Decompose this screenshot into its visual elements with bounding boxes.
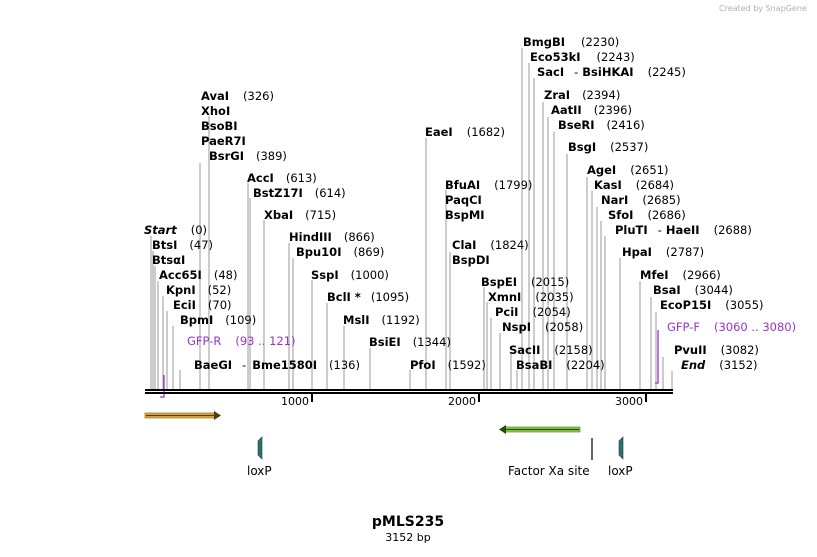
site-label: SacII (2158) xyxy=(509,343,593,357)
site-label: BsgI (2537) xyxy=(568,140,648,154)
loxp-feature: loxP xyxy=(247,436,272,478)
site-label: BaeGI - Bme1580I (136) xyxy=(194,358,360,372)
site-label: BtsαI xyxy=(152,253,185,267)
loxp-feature: loxP xyxy=(608,436,633,478)
tick-label: 2000 xyxy=(448,395,476,408)
site-label: BmgBI (2230) xyxy=(523,35,619,49)
site-label: ClaI (1824) xyxy=(452,238,529,252)
site-label: MfeI (2966) xyxy=(640,268,721,282)
site-label: HpaI (2787) xyxy=(622,245,704,259)
restriction-site-labels: AvaI (326) XhoI BsoBI PaeR7I BsrGI (389) A… xyxy=(144,35,796,372)
site-label: AccI (613) xyxy=(247,171,317,185)
plasmid-name: pMLS235 xyxy=(372,514,444,530)
site-label: BsiEI (1344) xyxy=(369,335,451,349)
site-label: XmnI (2035) xyxy=(488,290,574,304)
site-label: BsoBI xyxy=(201,119,238,133)
primer-label: GFP-R (93 .. 121) xyxy=(187,334,296,348)
gfp-r-primer-marker xyxy=(160,375,165,398)
loxp-label: loxP xyxy=(247,464,272,478)
site-label: Eco53kI (2243) xyxy=(530,50,635,64)
orange-feature-arrow xyxy=(144,411,221,420)
site-label: XbaI (715) xyxy=(264,208,336,222)
site-label: BsrGI (389) xyxy=(209,149,287,163)
site-label: BstZ17I (614) xyxy=(253,186,346,200)
site-label: HindIII (866) xyxy=(289,230,375,244)
site-label: KasI (2684) xyxy=(594,178,674,192)
position-axis: 1000 2000 3000 xyxy=(281,394,647,408)
site-label: End (3152) xyxy=(681,358,758,372)
site-label: AatII (2396) xyxy=(551,103,632,117)
site-label: PciI (2054) xyxy=(495,305,571,319)
site-label: BfuAI (1799) xyxy=(445,178,532,192)
site-label: BspEI (2015) xyxy=(481,275,569,289)
site-label: PluTI - HaeII (2688) xyxy=(615,223,752,237)
leader-lines xyxy=(150,48,673,390)
site-label: AgeI (2651) xyxy=(587,163,668,177)
site-label: XhoI xyxy=(201,104,230,118)
site-label: ZraI (2394) xyxy=(544,88,620,102)
site-label: EcoP15I (3055) xyxy=(660,298,764,312)
site-label: SfoI (2686) xyxy=(608,208,686,222)
factor-xa-feature: Factor Xa site xyxy=(508,438,593,478)
site-label: PvuII (3082) xyxy=(674,343,759,357)
green-feature-arrow xyxy=(499,425,581,434)
site-label: PfoI (1592) xyxy=(410,358,486,372)
site-label: BclI * (1095) xyxy=(327,290,409,304)
site-label: SacI - BsiHKAI (2245) xyxy=(537,65,686,79)
site-label: KpnI (52) xyxy=(166,283,231,297)
loxp-label: loxP xyxy=(608,464,633,478)
tick-label: 1000 xyxy=(281,395,309,408)
tick-label: 3000 xyxy=(615,395,643,408)
site-label: BsaI (3044) xyxy=(653,283,733,297)
plasmid-length: 3152 bp xyxy=(385,531,430,544)
snapgene-watermark: Created by SnapGene xyxy=(719,4,807,13)
site-label: MslI (1192) xyxy=(343,313,420,327)
site-label: BspDI xyxy=(452,253,490,267)
site-label: NspI (2058) xyxy=(502,320,583,334)
site-label: Bpu10I (869) xyxy=(296,245,384,259)
site-label: PaeR7I xyxy=(201,134,246,148)
site-label: SspI (1000) xyxy=(311,268,389,282)
site-label: BseRI (2416) xyxy=(558,118,645,132)
site-label: PaqCI xyxy=(445,193,482,207)
primer-label: GFP-F (3060 .. 3080) xyxy=(667,320,796,334)
site-label: Start (0) xyxy=(144,223,207,237)
site-label: NarI (2685) xyxy=(601,193,681,207)
sequence-backbone xyxy=(145,389,673,394)
site-label: BtsI (47) xyxy=(152,238,213,252)
site-label: EciI (70) xyxy=(173,298,232,312)
site-label: BpmI (109) xyxy=(180,313,256,327)
site-label: AvaI (326) xyxy=(201,89,274,103)
site-label: BspMI xyxy=(445,208,485,222)
site-label: Acc65I (48) xyxy=(159,268,237,282)
factor-xa-label: Factor Xa site xyxy=(508,464,590,478)
site-label: EaeI (1682) xyxy=(425,125,505,139)
site-label: BsaBI (2204) xyxy=(516,358,605,372)
gfp-f-primer-marker xyxy=(655,330,659,384)
